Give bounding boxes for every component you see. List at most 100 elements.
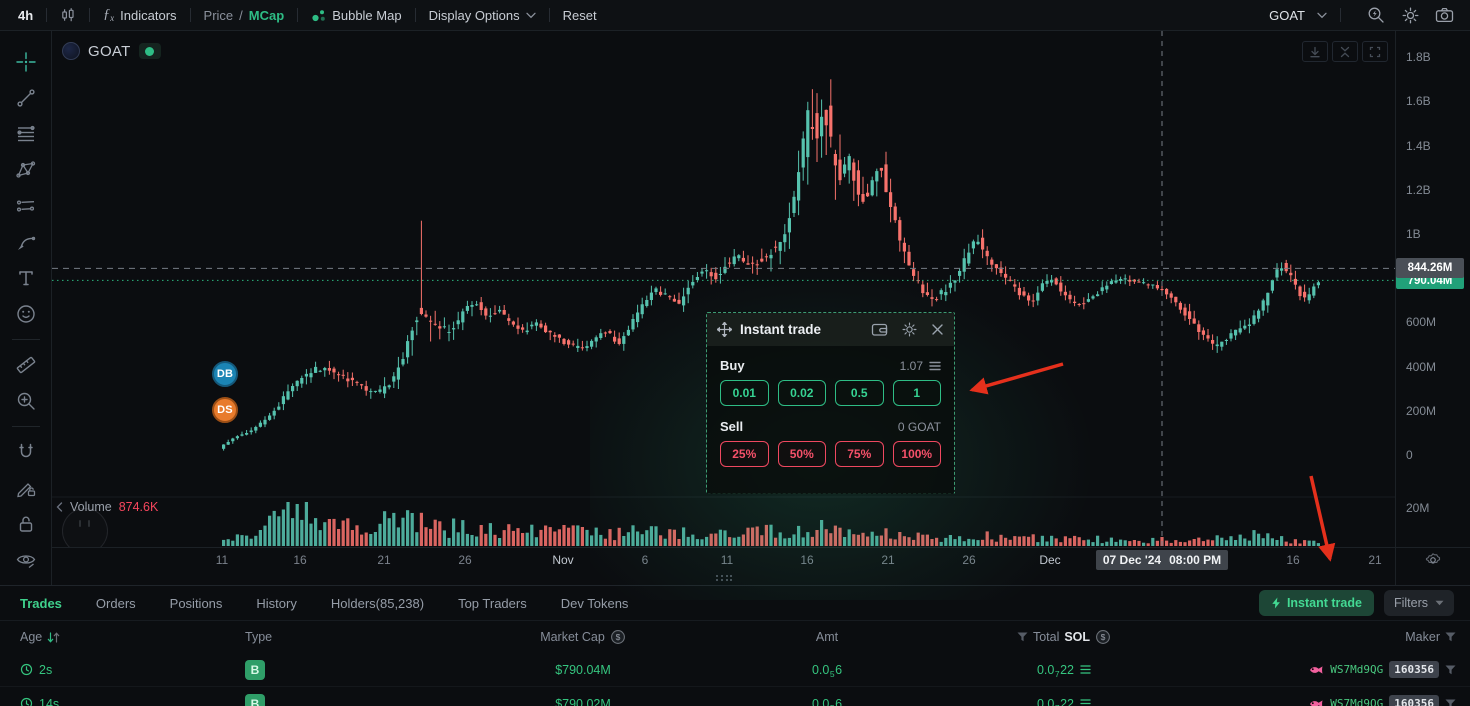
maker-address[interactable]: WS7Md9QG (1330, 697, 1384, 706)
close-icon[interactable] (931, 323, 944, 336)
dev-buy-badge[interactable]: DB (212, 361, 238, 387)
divider (1340, 8, 1341, 22)
instant-trade-panel-header[interactable]: Instant trade (707, 313, 954, 346)
divider (89, 8, 91, 22)
candlestick-chart-area[interactable]: GOAT DB DS Volume 874.6K (52, 31, 1395, 547)
tab-orders[interactable]: Orders (95, 595, 136, 611)
buy-presets: 0.01 0.02 0.5 1 (720, 380, 941, 406)
candle-style-button[interactable] (60, 7, 76, 23)
indicators-button[interactable]: ƒx Indicators (103, 7, 176, 23)
time-tick: 26 (962, 553, 976, 567)
sell-balance: 0 GOAT (897, 419, 941, 434)
quick-search-button[interactable] (1364, 3, 1388, 27)
buy-preset-0.01[interactable]: 0.01 (720, 380, 769, 406)
token-logo (62, 42, 80, 60)
token-selector[interactable]: GOAT (1269, 8, 1327, 23)
zoom-in-tool[interactable] (12, 387, 40, 415)
price-axis[interactable]: 1.8B 1.6B 1.4B 1.2B 1B 600M 400M 200M 0 20M 844.… (1395, 31, 1470, 585)
tabs: Trades Orders Positions History Holders(85,2… (20, 596, 628, 611)
tab-positions[interactable]: Positions (169, 595, 223, 611)
screenshot-button[interactable] (1432, 3, 1456, 27)
type-cell: B (245, 687, 265, 706)
search-flash-icon (1368, 7, 1384, 23)
display-options-dropdown[interactable]: Display Options (429, 8, 536, 23)
column-maker[interactable]: Maker (1405, 621, 1456, 653)
filter-icon[interactable] (1445, 699, 1456, 706)
hide-drawings-tool[interactable] (12, 546, 40, 574)
time-tick: Nov (552, 553, 574, 567)
pane-resize-handle[interactable] (716, 575, 734, 582)
pattern-tool[interactable] (12, 156, 40, 184)
market-cap-cell: $790.02M (555, 696, 611, 706)
magnet-mode-button[interactable] (12, 438, 40, 466)
lock-all-tool[interactable] (12, 510, 40, 538)
tab-dev-tokens[interactable]: Dev Tokens (560, 595, 629, 611)
tab-trades[interactable]: Trades (20, 595, 62, 611)
price-tick: 1.6B (1406, 94, 1431, 108)
timeframe-selector[interactable]: 4h (18, 8, 33, 23)
sell-preset-100%[interactable]: 100% (892, 441, 941, 467)
price-tick: 1.4B (1406, 139, 1431, 153)
emoji-tool[interactable] (12, 300, 40, 328)
token-selector-label: GOAT (1269, 7, 1305, 23)
indicators-label: Indicators (120, 7, 177, 23)
list-icon (1080, 665, 1091, 674)
settings-button[interactable] (1398, 3, 1422, 27)
trade-row[interactable]: 2s B $790.04M 0.056 0.0722 WS7Md9QG 160356 (0, 653, 1470, 687)
reset-button[interactable]: Reset (563, 8, 597, 23)
time-axis[interactable]: 11 16 21 26 Nov 6 11 16 21 26 Dec 16 21 07 Dec '24 08… (52, 547, 1395, 573)
tab-top-traders[interactable]: Top Traders (458, 595, 527, 611)
column-market-cap[interactable]: Market Cap $ (520, 621, 646, 653)
camera-icon (1435, 7, 1453, 23)
buy-preset-0.02[interactable]: 0.02 (777, 380, 826, 406)
fullscreen-button[interactable] (1362, 41, 1388, 62)
sell-preset-50%[interactable]: 50% (777, 441, 826, 467)
crosshair-tool[interactable] (12, 48, 40, 76)
sell-label: Sell (720, 419, 744, 434)
time-tick: 11 (720, 553, 734, 567)
fib-retracement-tool[interactable] (12, 120, 40, 148)
move-icon[interactable] (717, 322, 732, 337)
tab-history[interactable]: History (256, 595, 297, 611)
instant-trade-panel-body: Buy 1.07 0.01 0.02 0.5 1 Sell 0 GOAT 25% 50%… (707, 346, 954, 494)
panel-settings-icon[interactable] (902, 322, 917, 337)
trades-table: 2s B $790.04M 0.056 0.0722 WS7Md9QG 160356 14s B… (0, 653, 1470, 706)
collapse-chevron-icon[interactable] (56, 502, 63, 512)
filter-icon[interactable] (1445, 632, 1456, 642)
lightning-icon (1272, 597, 1280, 609)
drawing-lock-tool[interactable] (12, 474, 40, 502)
filters-button[interactable]: Filters (1383, 590, 1454, 616)
amount-cell: 0.056 (811, 662, 843, 680)
measure-tool[interactable] (12, 351, 40, 379)
sell-preset-75%[interactable]: 75% (835, 441, 884, 467)
axis-settings-button[interactable] (1425, 552, 1441, 568)
collapse-chart-button[interactable] (1332, 41, 1358, 62)
sell-preset-25%[interactable]: 25% (720, 441, 769, 467)
trade-row[interactable]: 14s B $790.02M 0.056 0.0722 WS7Md9QG 160356 (0, 687, 1470, 706)
text-tool[interactable] (12, 264, 40, 292)
bubble-map-button[interactable]: Bubble Map (311, 8, 402, 23)
crosshair-time-badge: 07 Dec '24 08:00 PM (1096, 550, 1228, 570)
instant-trade-button[interactable]: Instant trade (1258, 590, 1374, 616)
download-chart-button[interactable] (1302, 41, 1328, 62)
trend-line-tool[interactable] (12, 84, 40, 112)
volume-value: 874.6K (118, 500, 159, 514)
buy-preset-0.5[interactable]: 0.5 (835, 380, 884, 406)
list-icon (1080, 699, 1091, 705)
filter-icon[interactable] (1017, 632, 1028, 642)
buy-preset-1[interactable]: 1 (892, 380, 941, 406)
drawing-tools-sidebar (0, 31, 52, 585)
maker-address[interactable]: WS7Md9QG (1330, 663, 1384, 676)
column-age[interactable]: Age (20, 621, 60, 653)
mcap-label: MCap (248, 7, 285, 23)
price-tick: 1.2B (1406, 183, 1431, 197)
dev-sell-badge[interactable]: DS (212, 397, 238, 423)
brush-tool[interactable] (12, 228, 40, 256)
price-mcap-toggle[interactable]: Price / MCap (204, 8, 285, 23)
list-icon[interactable] (929, 361, 941, 371)
filter-icon[interactable] (1445, 665, 1456, 675)
column-total[interactable]: Total SOL $ (1006, 621, 1122, 653)
forecast-tool[interactable] (12, 192, 40, 220)
wallet-icon[interactable] (871, 322, 888, 337)
tab-holders[interactable]: Holders(85,238) (330, 595, 425, 611)
